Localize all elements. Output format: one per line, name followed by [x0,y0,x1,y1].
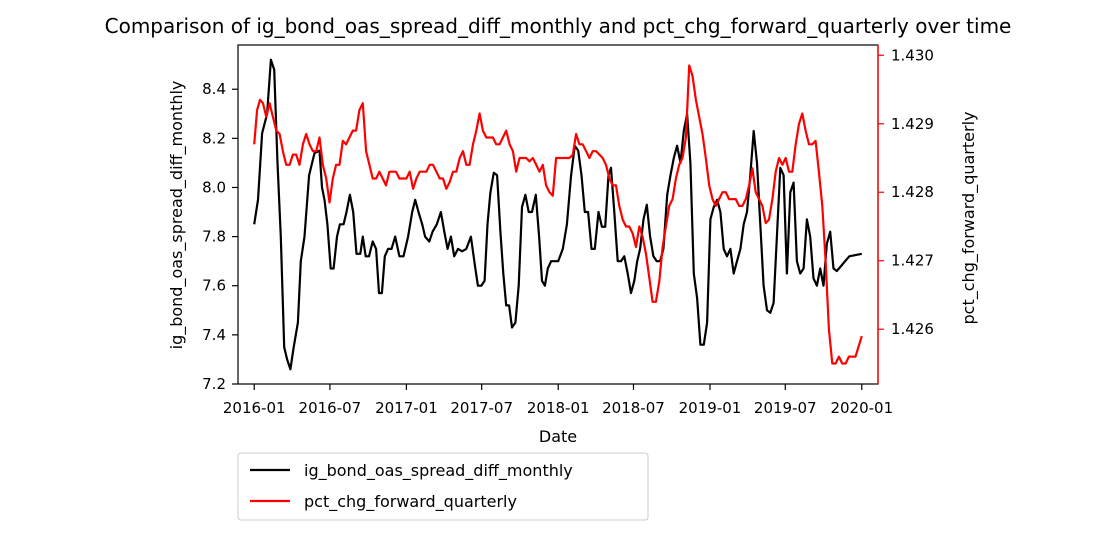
y-right-tick-label: 1.429 [891,115,934,133]
x-axis: 2016-01 2016-07 2017-01 2017-07 2018-01 2018-… [223,384,893,417]
plot-frame [237,44,879,385]
y-left-tick-label: 8.4 [202,80,226,98]
y-left-tick-label: 7.8 [202,228,226,246]
plot-area [253,58,863,371]
y-axis-label-right: pct_chg_forward_quarterly [959,112,979,325]
y-right-tick-label: 1.428 [891,183,934,201]
y-left-tick-label: 8.2 [202,129,226,147]
legend: ig_bond_oas_spread_diff_monthly pct_chg_… [237,452,649,521]
series-line-1 [253,64,863,365]
x-tick-label: 2018-01 [527,399,590,417]
y-right-tick-label: 1.430 [891,46,934,64]
y-axis-right: 1.426 1.427 1.428 1.429 1.430 [877,45,934,384]
y-axis-left: 7.2 7.4 7.6 7.8 8.0 8.2 8.4 [202,80,238,393]
legend-label-ig-bond-oas: ig_bond_oas_spread_diff_monthly [304,461,573,481]
x-tick-label: 2018-07 [602,399,665,417]
y-axis-label-left: ig_bond_oas_spread_diff_monthly [167,81,187,350]
chart-title: Comparison of ig_bond_oas_spread_diff_mo… [105,14,1012,38]
y-left-tick-label: 8.0 [202,178,226,196]
series-line-0 [253,58,863,371]
y-left-tick-label: 7.6 [202,277,226,295]
y-right-tick-label: 1.427 [891,252,934,270]
x-tick-label: 2020-01 [830,399,893,417]
legend-box [237,452,649,521]
x-tick-label: 2016-07 [299,399,362,417]
x-tick-label: 2019-01 [679,399,742,417]
x-tick-label: 2017-01 [375,399,438,417]
x-tick-label: 2016-01 [223,399,286,417]
legend-label-pct-chg: pct_chg_forward_quarterly [304,492,517,512]
x-axis-label: Date [539,427,577,446]
x-tick-label: 2017-07 [450,399,513,417]
y-left-tick-label: 7.4 [202,326,226,344]
y-left-tick-label: 7.2 [202,375,226,393]
x-tick-label: 2019-07 [754,399,817,417]
y-right-tick-label: 1.426 [891,320,934,338]
